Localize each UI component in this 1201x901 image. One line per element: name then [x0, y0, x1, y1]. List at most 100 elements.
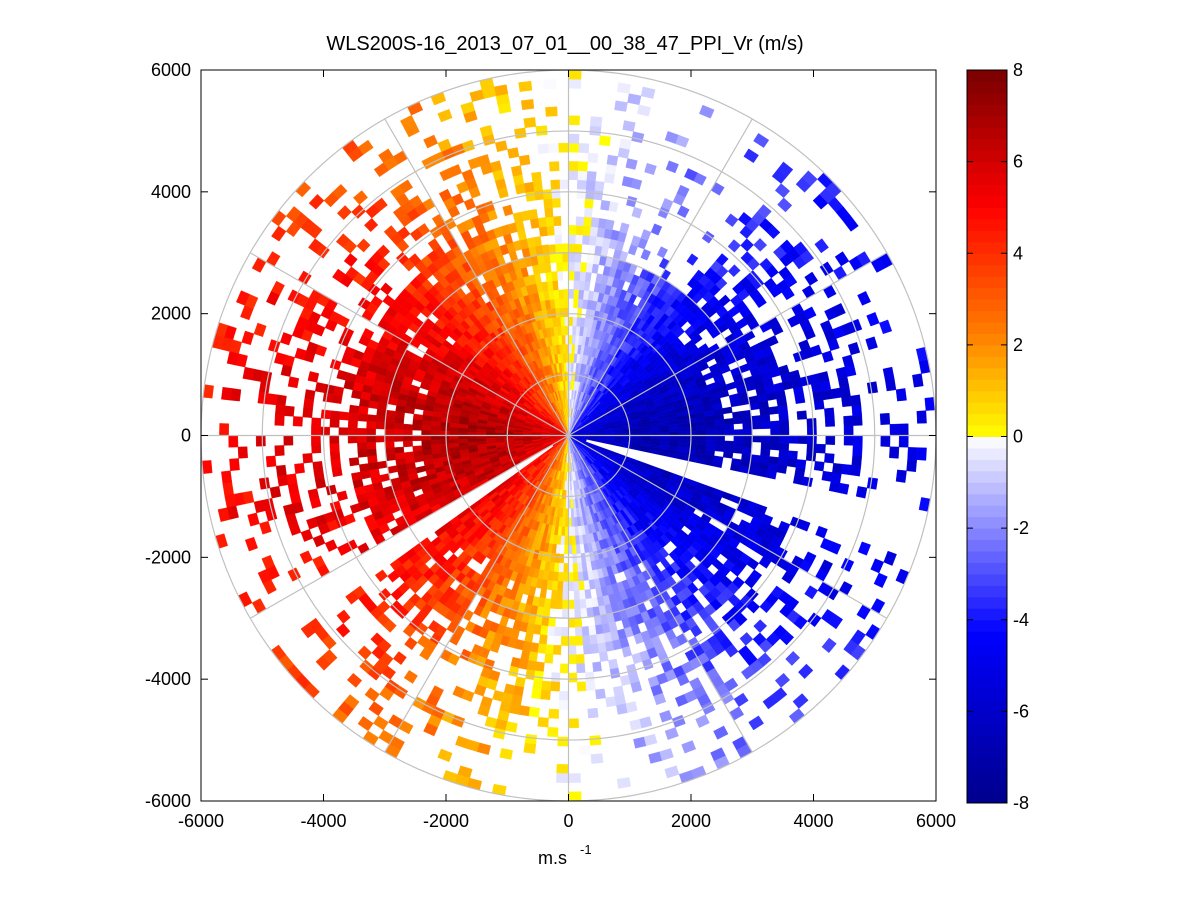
- velocity-cell: [244, 536, 258, 552]
- velocity-cell: [568, 307, 574, 318]
- colorbar-band: [967, 127, 1007, 140]
- velocity-cell: [467, 428, 478, 433]
- velocity-cell: [577, 289, 585, 300]
- velocity-cell: [269, 486, 282, 499]
- velocity-cell: [509, 703, 521, 715]
- velocity-cell: [907, 447, 918, 460]
- velocity-cell: [292, 416, 303, 427]
- velocity-cell: [605, 163, 617, 175]
- velocity-cell: [705, 444, 716, 452]
- velocity-cell: [336, 609, 351, 624]
- velocity-cell: [733, 692, 749, 707]
- velocity-cell: [583, 207, 593, 218]
- velocity-cell: [336, 369, 348, 381]
- velocity-cell: [705, 440, 716, 446]
- velocity-cell: [572, 307, 578, 318]
- velocity-cell: [804, 585, 819, 600]
- velocity-cell: [303, 398, 315, 410]
- velocity-cell: [779, 435, 790, 444]
- velocity-cell: [873, 572, 888, 588]
- velocity-cell: [477, 742, 491, 755]
- velocity-cell: [559, 179, 569, 190]
- velocity-cell: [786, 458, 798, 468]
- velocity-cell: [385, 453, 396, 462]
- velocity-cell: [258, 477, 271, 490]
- velocity-cell: [279, 332, 293, 346]
- velocity-cell: [895, 469, 907, 483]
- velocity-cell: [547, 726, 559, 738]
- velocity-cell: [895, 388, 907, 402]
- velocity-cell: [294, 462, 305, 474]
- velocity-cell: [584, 189, 595, 200]
- velocity-cell: [795, 459, 807, 469]
- velocity-cell: [585, 680, 596, 691]
- x-tick-label: 2000: [671, 811, 711, 831]
- velocity-cell: [568, 636, 577, 646]
- velocity-cell: [439, 435, 450, 441]
- velocity-cell: [347, 435, 358, 444]
- velocity-cell: [535, 661, 545, 673]
- velocity-cell: [384, 441, 395, 449]
- velocity-cell: [526, 660, 537, 672]
- velocity-cell: [266, 393, 278, 406]
- velocity-cell: [284, 405, 295, 417]
- velocity-cell: [366, 414, 377, 423]
- velocity-cell: [525, 669, 536, 681]
- velocity-cell: [573, 280, 580, 290]
- colorbar-band: [967, 276, 1007, 289]
- velocity-cell: [568, 672, 578, 683]
- velocity-cell: [568, 298, 574, 308]
- velocity-cell: [582, 216, 592, 227]
- colorbar-band: [967, 745, 1007, 758]
- velocity-cell: [614, 100, 628, 112]
- y-tick-label: 6000: [151, 60, 191, 80]
- velocity-cell: [801, 476, 814, 488]
- velocity-cell: [568, 115, 580, 126]
- colorbar-band: [967, 379, 1007, 392]
- velocity-cell: [776, 464, 788, 474]
- velocity-cell: [857, 291, 871, 306]
- x-tick-label: -4000: [300, 811, 346, 831]
- velocity-cell: [314, 382, 327, 393]
- velocity-cell: [550, 179, 561, 190]
- velocity-cell: [402, 429, 413, 436]
- velocity-cell: [631, 206, 643, 219]
- velocity-cell: [366, 435, 376, 443]
- velocity-cell: [916, 447, 927, 461]
- velocity-cell: [742, 435, 753, 443]
- velocity-cell: [794, 467, 806, 478]
- velocity-cell: [383, 225, 398, 239]
- velocity-cell: [568, 142, 580, 153]
- velocity-cell: [586, 253, 595, 264]
- velocity-cell: [343, 253, 358, 267]
- velocity-cell: [576, 681, 587, 692]
- velocity-cell: [265, 455, 277, 468]
- velocity-cell: [251, 598, 267, 614]
- velocity-cell: [552, 571, 560, 582]
- velocity-cell: [222, 482, 234, 497]
- colorbar-band: [967, 138, 1007, 151]
- velocity-cell: [575, 654, 585, 665]
- velocity-cell: [540, 625, 549, 636]
- velocity-cell: [253, 322, 267, 337]
- colorbar-band: [967, 425, 1007, 437]
- velocity-cell: [358, 406, 369, 415]
- velocity-cell: [727, 239, 741, 253]
- velocity-cell: [798, 663, 814, 679]
- velocity-cell: [659, 438, 670, 443]
- velocity-cell: [843, 435, 854, 446]
- velocity-cell: [562, 590, 569, 601]
- velocity-cell: [347, 419, 358, 429]
- velocity-cell: [377, 460, 388, 470]
- velocity-cell: [384, 435, 395, 443]
- velocity-cell: [850, 464, 862, 477]
- velocity-cell: [687, 443, 698, 450]
- velocity-cell: [813, 399, 825, 410]
- velocity-cell: [514, 676, 526, 688]
- velocity-cell: [479, 124, 494, 138]
- velocity-cell: [841, 463, 853, 476]
- velocity-cell: [551, 197, 561, 208]
- velocity-cell: [659, 710, 673, 723]
- velocity-cell: [578, 280, 586, 291]
- velocity-cell: [804, 271, 819, 286]
